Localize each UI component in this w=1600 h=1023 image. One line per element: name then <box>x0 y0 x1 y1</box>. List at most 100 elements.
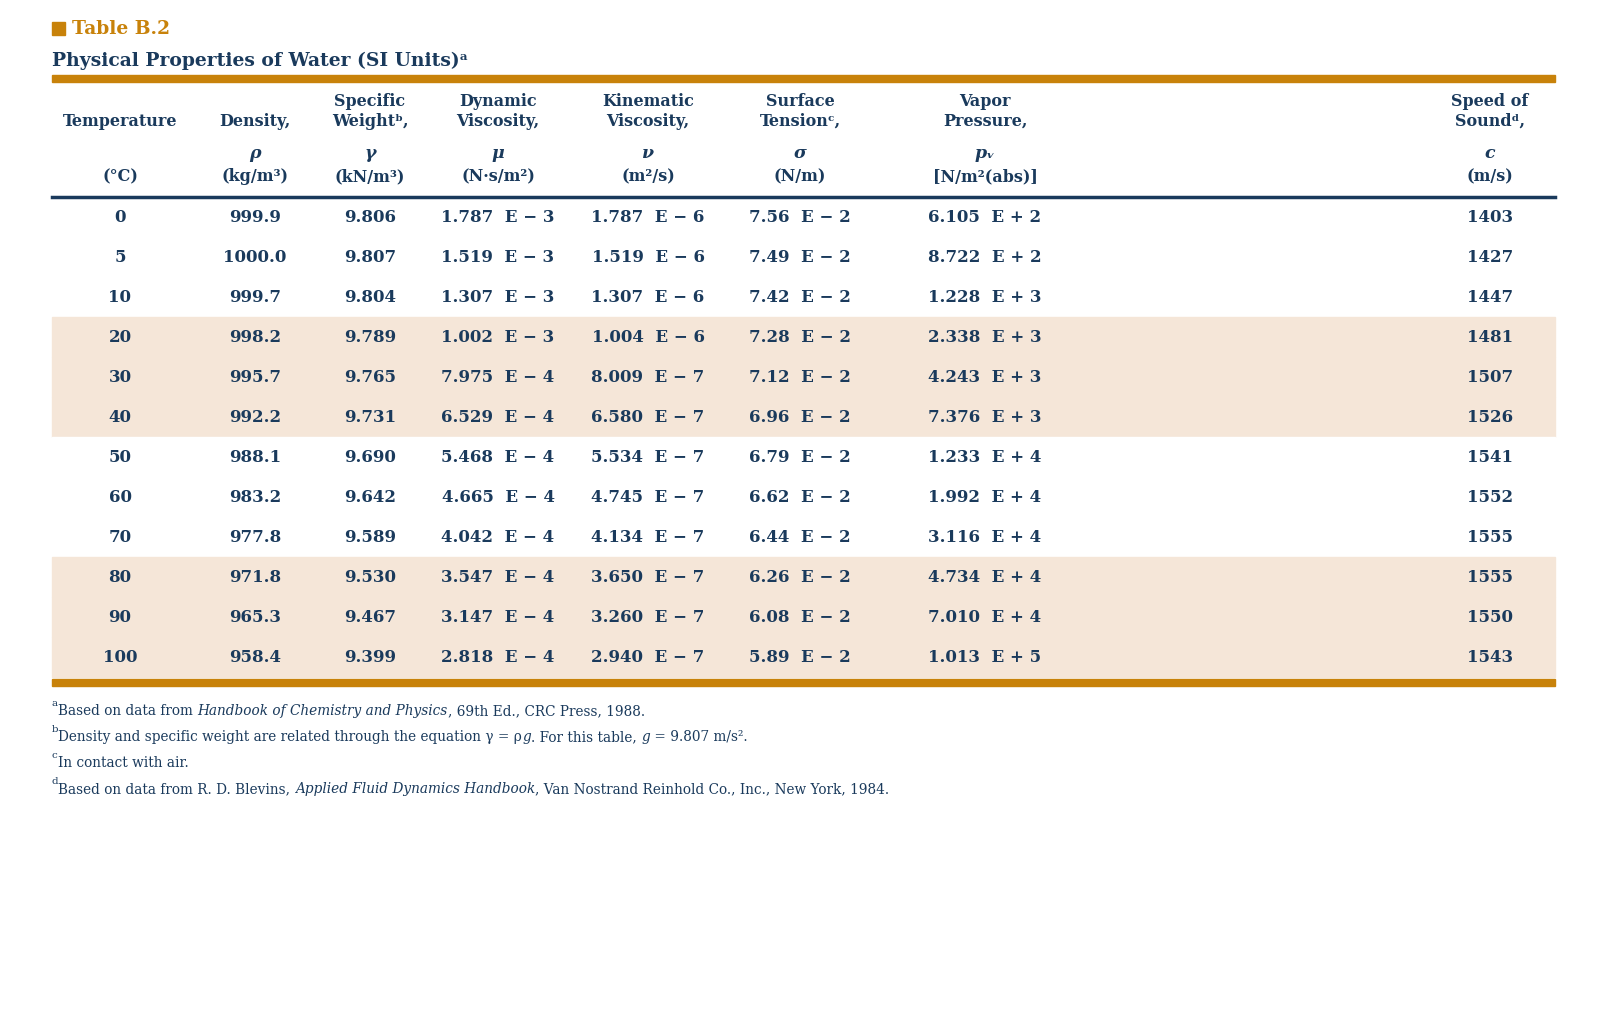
Text: 6.26  E − 2: 6.26 E − 2 <box>749 569 851 585</box>
Text: , 69th Ed., CRC Press, 1988.: , 69th Ed., CRC Press, 1988. <box>448 704 645 718</box>
Text: Surface: Surface <box>766 93 834 110</box>
Text: g: g <box>642 730 650 744</box>
Text: 983.2: 983.2 <box>229 489 282 505</box>
Text: 4.745  E − 7: 4.745 E − 7 <box>592 489 704 505</box>
Text: 80: 80 <box>109 569 131 585</box>
Text: Viscosity,: Viscosity, <box>456 113 539 130</box>
Text: 3.650  E − 7: 3.650 E − 7 <box>592 569 704 585</box>
Text: 1.228  E + 3: 1.228 E + 3 <box>928 288 1042 306</box>
Text: 1541: 1541 <box>1467 448 1514 465</box>
Bar <box>51 397 1555 437</box>
Text: a: a <box>51 699 58 708</box>
Text: 4.665  E − 4: 4.665 E − 4 <box>442 489 555 505</box>
Text: 1.002  E − 3: 1.002 E − 3 <box>442 328 555 346</box>
Text: 40: 40 <box>109 408 131 426</box>
Text: 6.79  E − 2: 6.79 E − 2 <box>749 448 851 465</box>
Text: 8.722  E + 2: 8.722 E + 2 <box>928 249 1042 266</box>
Bar <box>51 557 1555 597</box>
Text: = 9.807 m/s².: = 9.807 m/s². <box>650 730 747 744</box>
Text: 1427: 1427 <box>1467 249 1514 266</box>
Text: Kinematic: Kinematic <box>602 93 694 110</box>
Text: 1.004  E − 6: 1.004 E − 6 <box>592 328 704 346</box>
Text: Viscosity,: Viscosity, <box>606 113 690 130</box>
Text: 9.807: 9.807 <box>344 249 397 266</box>
Text: 20: 20 <box>109 328 131 346</box>
Text: Vapor: Vapor <box>960 93 1011 110</box>
Text: 1403: 1403 <box>1467 209 1514 225</box>
Bar <box>51 637 1555 677</box>
Text: 1550: 1550 <box>1467 609 1514 625</box>
Text: 0: 0 <box>114 209 126 225</box>
Text: Table B.2: Table B.2 <box>72 20 170 38</box>
Text: 6.44  E − 2: 6.44 E − 2 <box>749 529 851 545</box>
Text: σ: σ <box>794 145 806 162</box>
Text: 998.2: 998.2 <box>229 328 282 346</box>
Text: 6.580  E − 7: 6.580 E − 7 <box>592 408 704 426</box>
Text: 9.789: 9.789 <box>344 328 397 346</box>
Text: 6.529  E − 4: 6.529 E − 4 <box>442 408 555 426</box>
Text: b: b <box>51 725 59 733</box>
Text: Tensionᶜ,: Tensionᶜ, <box>760 113 840 130</box>
Text: 5: 5 <box>114 249 126 266</box>
Text: 5.468  E − 4: 5.468 E − 4 <box>442 448 555 465</box>
Text: 1.233  E + 4: 1.233 E + 4 <box>928 448 1042 465</box>
Text: 1447: 1447 <box>1467 288 1514 306</box>
Text: 1.013  E + 5: 1.013 E + 5 <box>928 649 1042 666</box>
Text: 4.243  E + 3: 4.243 E + 3 <box>928 368 1042 386</box>
Text: 7.42  E − 2: 7.42 E − 2 <box>749 288 851 306</box>
Text: 5.89  E − 2: 5.89 E − 2 <box>749 649 851 666</box>
Text: μ: μ <box>491 145 504 162</box>
Text: Speed of: Speed of <box>1451 93 1528 110</box>
Bar <box>51 317 1555 357</box>
Text: 9.467: 9.467 <box>344 609 397 625</box>
Text: Weightᵇ,: Weightᵇ, <box>331 113 408 130</box>
Text: 1481: 1481 <box>1467 328 1514 346</box>
Text: (kN/m³): (kN/m³) <box>334 168 405 185</box>
Text: 1.519  E − 6: 1.519 E − 6 <box>592 249 704 266</box>
Text: 1.307  E − 6: 1.307 E − 6 <box>592 288 704 306</box>
Text: In contact with air.: In contact with air. <box>58 756 189 770</box>
Text: (N·s/m²): (N·s/m²) <box>461 168 534 185</box>
Text: 60: 60 <box>109 489 131 505</box>
Text: 977.8: 977.8 <box>229 529 282 545</box>
Text: . For this table,: . For this table, <box>531 730 642 744</box>
Text: 1555: 1555 <box>1467 529 1514 545</box>
Text: Soundᵈ,: Soundᵈ, <box>1454 113 1525 130</box>
Text: 4.134  E − 7: 4.134 E − 7 <box>592 529 704 545</box>
Text: Pressure,: Pressure, <box>942 113 1027 130</box>
Text: 992.2: 992.2 <box>229 408 282 426</box>
Bar <box>51 517 1555 557</box>
Text: (N/m): (N/m) <box>774 168 826 185</box>
Text: 958.4: 958.4 <box>229 649 282 666</box>
Text: 1543: 1543 <box>1467 649 1514 666</box>
Bar <box>51 277 1555 317</box>
Text: 2.940  E − 7: 2.940 E − 7 <box>592 649 704 666</box>
Bar <box>51 237 1555 277</box>
Text: 3.147  E − 4: 3.147 E − 4 <box>442 609 555 625</box>
Text: 1.787  E − 6: 1.787 E − 6 <box>592 209 704 225</box>
Text: 9.690: 9.690 <box>344 448 395 465</box>
Text: 7.56  E − 2: 7.56 E − 2 <box>749 209 851 225</box>
Text: 4.042  E − 4: 4.042 E − 4 <box>442 529 555 545</box>
Text: Based on data from R. D. Blevins,: Based on data from R. D. Blevins, <box>59 782 294 796</box>
Text: ρ: ρ <box>250 145 261 162</box>
Text: 90: 90 <box>109 609 131 625</box>
Bar <box>51 597 1555 637</box>
Text: g: g <box>522 730 531 744</box>
Text: 1552: 1552 <box>1467 489 1514 505</box>
Text: 7.010  E + 4: 7.010 E + 4 <box>928 609 1042 625</box>
Text: Physical Properties of Water (SI Units)ᵃ: Physical Properties of Water (SI Units)ᵃ <box>51 52 469 71</box>
Text: Handbook of Chemistry and Physics: Handbook of Chemistry and Physics <box>197 704 448 718</box>
Text: 7.975  E − 4: 7.975 E − 4 <box>442 368 555 386</box>
Text: 9.765: 9.765 <box>344 368 397 386</box>
Text: 9.731: 9.731 <box>344 408 397 426</box>
Text: 1507: 1507 <box>1467 368 1514 386</box>
Text: Density,: Density, <box>219 113 291 130</box>
Text: 2.818  E − 4: 2.818 E − 4 <box>442 649 555 666</box>
Text: 4.734  E + 4: 4.734 E + 4 <box>928 569 1042 585</box>
Text: 7.49  E − 2: 7.49 E − 2 <box>749 249 851 266</box>
Bar <box>51 197 1555 237</box>
Text: c: c <box>1485 145 1496 162</box>
Text: Density and specific weight are related through the equation γ = ρ: Density and specific weight are related … <box>59 730 522 744</box>
Text: 70: 70 <box>109 529 131 545</box>
